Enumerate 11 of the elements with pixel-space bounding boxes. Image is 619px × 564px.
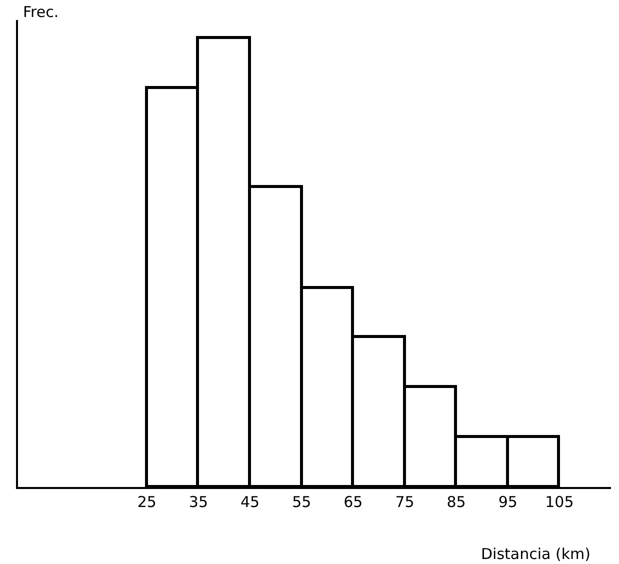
x-tick-label: 55: [292, 492, 312, 511]
x-tick-label: 35: [188, 492, 208, 511]
y-axis-title: Frec.: [23, 3, 59, 21]
x-tick-label: 25: [137, 492, 156, 511]
x-tick-label: 65: [344, 492, 363, 511]
x-tick-label: 105: [545, 492, 574, 511]
x-tick-label: 45: [240, 492, 260, 511]
x-tick-label: 85: [446, 492, 466, 511]
x-tick-label: 75: [395, 492, 414, 511]
x-tick-label: 95: [498, 492, 518, 511]
x-axis-title: Distancia (km): [481, 545, 590, 563]
